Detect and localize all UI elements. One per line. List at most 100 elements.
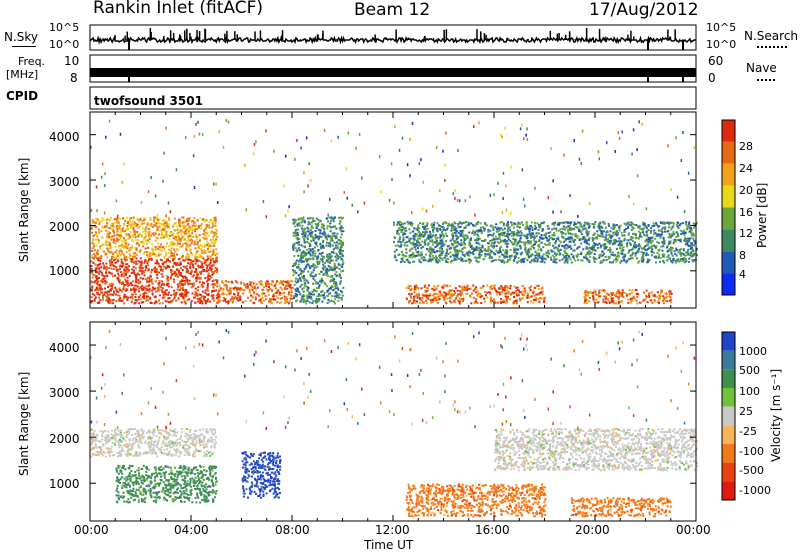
- power-data-point: [493, 299, 496, 302]
- power-data-point: [157, 229, 160, 231]
- power-data-point: [316, 300, 319, 303]
- power-data-point: [126, 263, 129, 266]
- power-data-point: [187, 238, 190, 240]
- power-data-point: [199, 224, 202, 227]
- power-data-point: [123, 254, 126, 257]
- power-data-point: [612, 231, 615, 234]
- power-data-point: [283, 295, 286, 298]
- power-data-point: [327, 293, 330, 295]
- power-data-point: [658, 225, 661, 228]
- power-cbar-tick-16: 16: [739, 206, 753, 219]
- power-data-point: [144, 239, 147, 242]
- power-data-point: [566, 261, 569, 264]
- power-data-point: [116, 268, 119, 271]
- power-data-point: [583, 221, 586, 224]
- power-data-point: [210, 241, 213, 244]
- velocity-cbar-tick-500: 500: [739, 364, 760, 377]
- power-data-point: [322, 280, 325, 283]
- power-data-point: [532, 299, 535, 301]
- power-data-point: [529, 289, 532, 291]
- power-data-point: [655, 235, 658, 238]
- power-data-point: [460, 291, 463, 294]
- power-data-point: [303, 239, 306, 242]
- power-data-point: [112, 268, 115, 270]
- power-data-point: [170, 254, 173, 257]
- power-data-point: [276, 280, 278, 283]
- power-data-point: [458, 285, 461, 288]
- power-data-point: [432, 228, 435, 231]
- power-data-point: [507, 238, 510, 241]
- power-data-point: [207, 277, 210, 280]
- power-data-point: [314, 274, 317, 277]
- power-data-point: [505, 235, 508, 237]
- power-data-point: [436, 301, 439, 304]
- power-data-point: [133, 284, 136, 287]
- power-data-point: [650, 250, 653, 253]
- power-data-point: [598, 227, 601, 229]
- power-data-point: [139, 298, 142, 301]
- power-data-point: [523, 287, 526, 290]
- power-data-point: [335, 253, 338, 256]
- power-data-point: [119, 231, 122, 234]
- power-data-point: [329, 292, 332, 295]
- power-data-point: [279, 279, 282, 282]
- power-data-point: [415, 244, 418, 246]
- power-data-point: [294, 292, 297, 295]
- power-data-point: [474, 239, 477, 242]
- power-data-point: [133, 233, 136, 236]
- power-ytick-4000: 4000: [49, 130, 80, 144]
- power-data-point: [571, 237, 574, 240]
- power-data-point: [138, 296, 140, 298]
- power-data-point: [164, 289, 167, 292]
- power-data-point: [163, 296, 166, 299]
- power-data-point: [670, 227, 673, 230]
- power-data-point: [102, 277, 105, 280]
- power-data-point: [196, 289, 199, 291]
- power-data-point: [212, 242, 215, 245]
- power-data-point: [317, 297, 320, 300]
- power-data-point: [461, 298, 464, 300]
- power-data-point: [458, 226, 461, 229]
- power-data-point: [248, 288, 251, 291]
- power-data-point: [200, 227, 203, 230]
- power-data-point: [172, 278, 175, 281]
- power-data-point: [185, 228, 188, 231]
- power-data-point: [326, 294, 329, 297]
- power-data-point: [204, 291, 207, 294]
- power-data-point: [621, 234, 624, 237]
- power-data-point: [435, 296, 438, 299]
- power-data-point: [540, 237, 543, 240]
- power-data-point: [177, 231, 180, 234]
- power-data-point: [195, 271, 198, 274]
- power-data-point: [518, 291, 521, 294]
- power-data-point: [155, 255, 158, 258]
- power-data-point: [302, 216, 305, 219]
- power-data-point: [99, 245, 101, 248]
- power-data-point: [195, 277, 198, 280]
- power-data-point: [142, 252, 145, 255]
- power-data-point: [261, 284, 264, 286]
- power-data-point: [692, 237, 695, 240]
- power-data-point: [126, 246, 129, 248]
- power-data-point: [637, 261, 640, 264]
- power-data-point: [459, 290, 461, 293]
- power-data-point: [406, 236, 409, 238]
- power-data-point: [441, 238, 444, 241]
- power-data-point: [92, 273, 95, 276]
- power-data-point: [337, 262, 340, 265]
- power-data-point: [189, 259, 192, 262]
- power-data-point: [693, 234, 695, 237]
- power-data-point: [464, 243, 467, 246]
- power-data-point: [94, 296, 97, 299]
- power-data-point: [225, 286, 228, 289]
- power-data-point: [118, 249, 121, 252]
- power-data-point: [90, 289, 93, 292]
- power-data-point: [634, 254, 637, 257]
- power-data-point: [329, 236, 332, 239]
- power-data-point: [514, 238, 517, 241]
- power-data-point: [289, 297, 292, 300]
- power-data-point: [601, 232, 604, 235]
- power-data-point: [309, 296, 312, 299]
- power-data-point: [463, 285, 466, 288]
- power-data-point: [311, 251, 314, 254]
